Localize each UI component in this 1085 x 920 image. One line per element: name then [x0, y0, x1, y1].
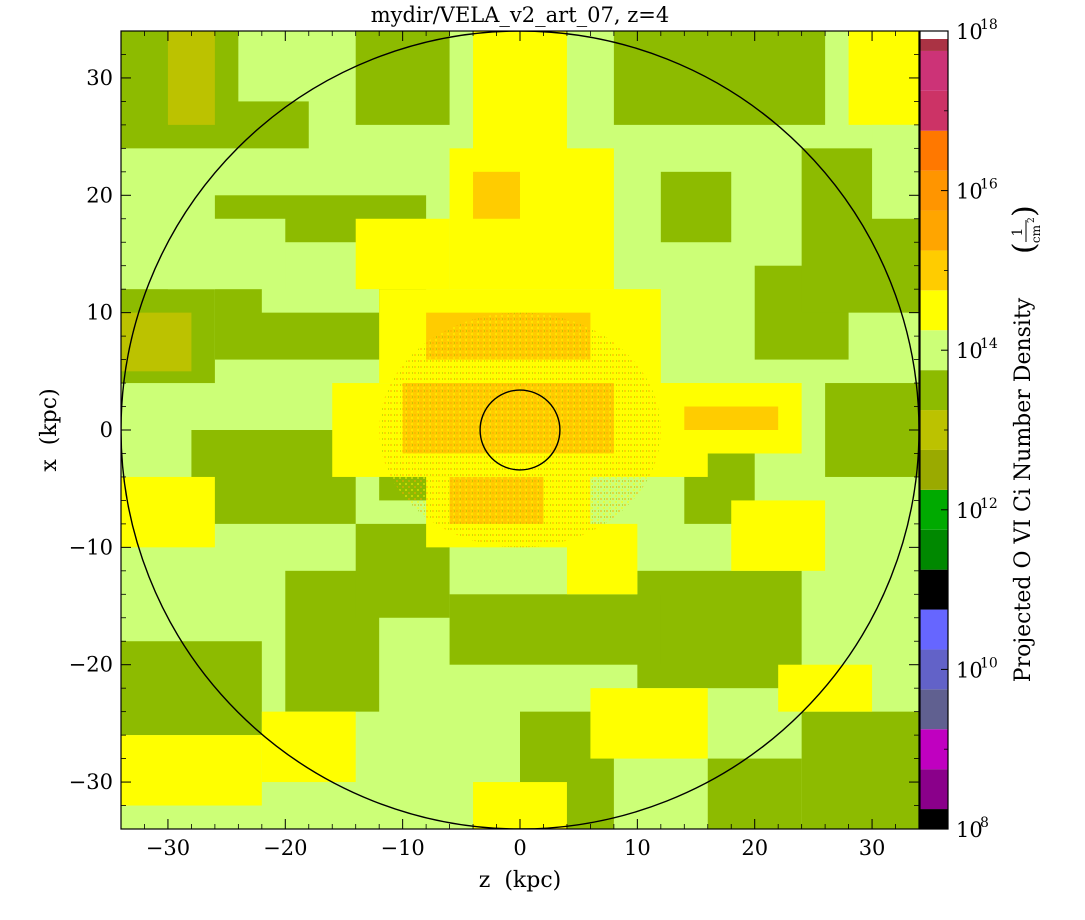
- density-patch-3: [238, 31, 356, 102]
- colorbar-tick-label: 10: [956, 499, 983, 523]
- colorbar-step-5: [920, 609, 948, 650]
- colorbar-step-17: [920, 130, 948, 171]
- colorbar-step-10: [920, 410, 948, 450]
- density-patch-25: [707, 758, 802, 829]
- density-patch-15: [660, 171, 732, 243]
- density-patch-43: [121, 476, 215, 548]
- density-patch-9: [191, 430, 356, 524]
- density-patch-20: [848, 31, 919, 125]
- central-speckle-region: [379, 312, 661, 548]
- colorbar-step-9: [920, 449, 948, 490]
- density-patches: [121, 31, 919, 829]
- density-patch-39: [261, 711, 356, 783]
- colorbar-step-20: [920, 38, 948, 51]
- colorbar-label: Projected O VI Ci Number Density: [1011, 297, 1036, 682]
- virial-circles: [121, 31, 919, 829]
- density-patch-45: [731, 500, 826, 571]
- colorbar-unit-denominator-exp: 2: [1027, 217, 1037, 223]
- colorbar-unit-open-paren: (: [1007, 242, 1042, 254]
- density-patch-41: [355, 218, 450, 290]
- x-tick-label: 30: [859, 836, 886, 860]
- x-axis-ticks: −30 −20 −10 0 10 20 30: [120, 31, 920, 860]
- density-patch-42: [167, 218, 286, 290]
- density-patch-19: [825, 383, 919, 477]
- density-patch-21: [872, 124, 919, 219]
- density-patch-29: [473, 171, 520, 219]
- y-tick-label: −10: [69, 535, 113, 559]
- colorbar-step-2: [920, 729, 948, 770]
- colorbar-unit-denominator: cm: [1029, 224, 1043, 243]
- x-tick-label: −10: [380, 836, 424, 860]
- colorbar-step-18: [920, 90, 948, 131]
- density-patch-37: [684, 406, 779, 430]
- x-tick-label: 20: [741, 836, 768, 860]
- inner-radius-circle: [479, 389, 561, 471]
- y-tick-label: −20: [69, 653, 113, 677]
- y-tick-label: 0: [100, 418, 113, 442]
- colorbar-tick-label: 10: [956, 180, 983, 204]
- colorbar-step-6: [920, 569, 948, 610]
- density-patch-44: [590, 688, 708, 759]
- colorbar-step-15: [920, 210, 948, 251]
- y-tick-label: 30: [86, 66, 113, 90]
- colorbar-tick-exponent: 8: [980, 815, 989, 831]
- density-patch-38: [121, 735, 262, 806]
- colorbar-step-3: [920, 689, 948, 730]
- colorbar-tick-label: 10: [956, 658, 983, 682]
- colorbar-tick-exponent: 16: [980, 177, 998, 193]
- density-patch-14: [613, 31, 826, 125]
- colorbar-step-19: [920, 50, 948, 91]
- colorbar: [920, 31, 948, 829]
- colorbar-step-14: [920, 250, 948, 291]
- colorbar-step-1: [920, 769, 948, 810]
- colorbar-step-11: [920, 370, 948, 411]
- density-patch-7: [121, 312, 192, 372]
- y-tick-label: 10: [86, 301, 113, 325]
- colorbar-label-group: Projected O VI Ci Number Density ( 1 cm …: [1007, 205, 1043, 682]
- colorbar-tick-exponent: 10: [980, 655, 998, 671]
- density-patch-23: [449, 594, 661, 665]
- colorbar-tick-exponent: 14: [980, 336, 998, 352]
- colorbar-tick-exponent: 12: [980, 496, 998, 512]
- x-tick-label: 10: [624, 836, 651, 860]
- plot-area: [121, 31, 919, 829]
- colorbar-unit-close-paren: ): [1007, 205, 1042, 217]
- speckle-core: [379, 312, 661, 548]
- y-tick-label: 20: [86, 183, 113, 207]
- density-patch-22: [637, 570, 802, 689]
- colorbar-tick-label: 10: [956, 818, 983, 842]
- density-patch-4: [355, 31, 450, 125]
- colorbar-tick-label: 10: [956, 339, 983, 363]
- density-patch-2: [167, 31, 215, 125]
- colorbar-step-0: [920, 809, 948, 829]
- colorbar-unit-numerator: 1: [1010, 228, 1026, 237]
- colorbar-tick-label: 10: [956, 20, 983, 44]
- colorbar-tick-exponent: 18: [980, 17, 998, 33]
- y-axis-ticks: −30 −20 −10 0 10 20 30: [69, 30, 919, 830]
- chart-title: mydir/VELA_v2_art_07, z=4: [371, 3, 669, 27]
- y-axis-label: x (kpc): [37, 388, 62, 471]
- colorbar-step-7: [920, 529, 948, 570]
- colorbar-step-21: [920, 31, 948, 39]
- x-axis-label: z (kpc): [479, 868, 561, 893]
- x-tick-label: 0: [513, 836, 526, 860]
- colorbar-step-13: [920, 290, 948, 331]
- x-tick-label: −30: [146, 836, 190, 860]
- density-patch-26: [801, 711, 919, 829]
- y-tick-label: −30: [69, 770, 113, 794]
- x-tick-label: −20: [263, 836, 307, 860]
